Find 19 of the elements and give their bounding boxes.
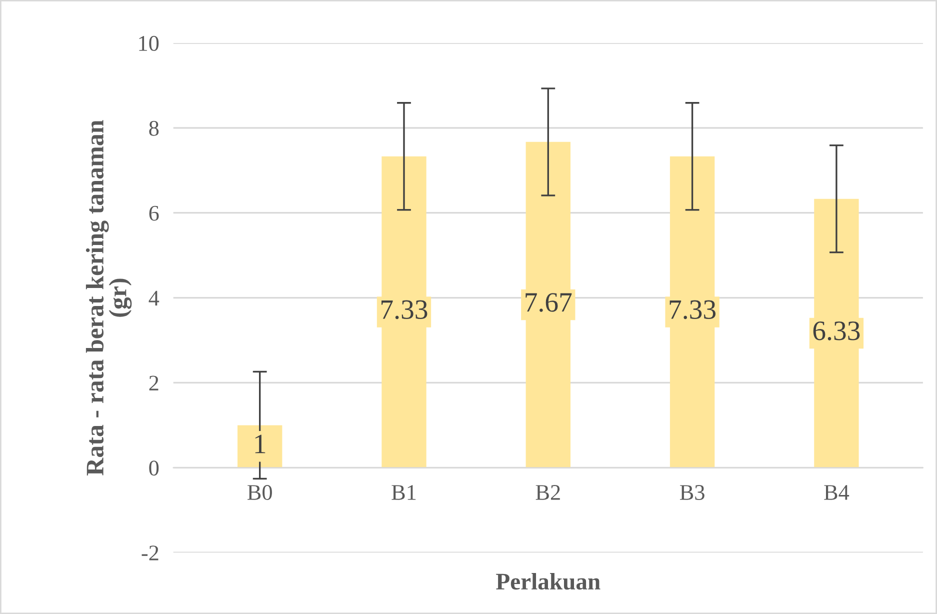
data-label: 7.33 xyxy=(670,300,716,320)
data-label: 7.67 xyxy=(526,293,572,312)
y-tick-label: 4 xyxy=(148,290,160,306)
x-tick-label: B4 xyxy=(824,485,850,500)
data-label: 7.33 xyxy=(382,300,428,320)
x-tick-label: B3 xyxy=(680,485,704,500)
x-axis-title: Perlakuan xyxy=(496,572,600,590)
x-tick-label: B1 xyxy=(392,485,416,500)
x-tick-label: B2 xyxy=(536,485,560,500)
y-tick-label: 2 xyxy=(149,376,158,390)
y-tick-label: 6 xyxy=(149,206,159,221)
data-label: 6.33 xyxy=(813,322,860,340)
x-tick-label: B0 xyxy=(248,484,272,500)
y-tick-label: 10 xyxy=(139,36,159,51)
data-label: 1 xyxy=(255,434,266,454)
y-axis-title: Rata - rata berat kering tanaman (gr) xyxy=(86,120,132,476)
y-tick-label: -2 xyxy=(142,546,158,560)
y-tick-label: 0 xyxy=(149,460,159,476)
y-tick-label: 8 xyxy=(149,120,159,136)
